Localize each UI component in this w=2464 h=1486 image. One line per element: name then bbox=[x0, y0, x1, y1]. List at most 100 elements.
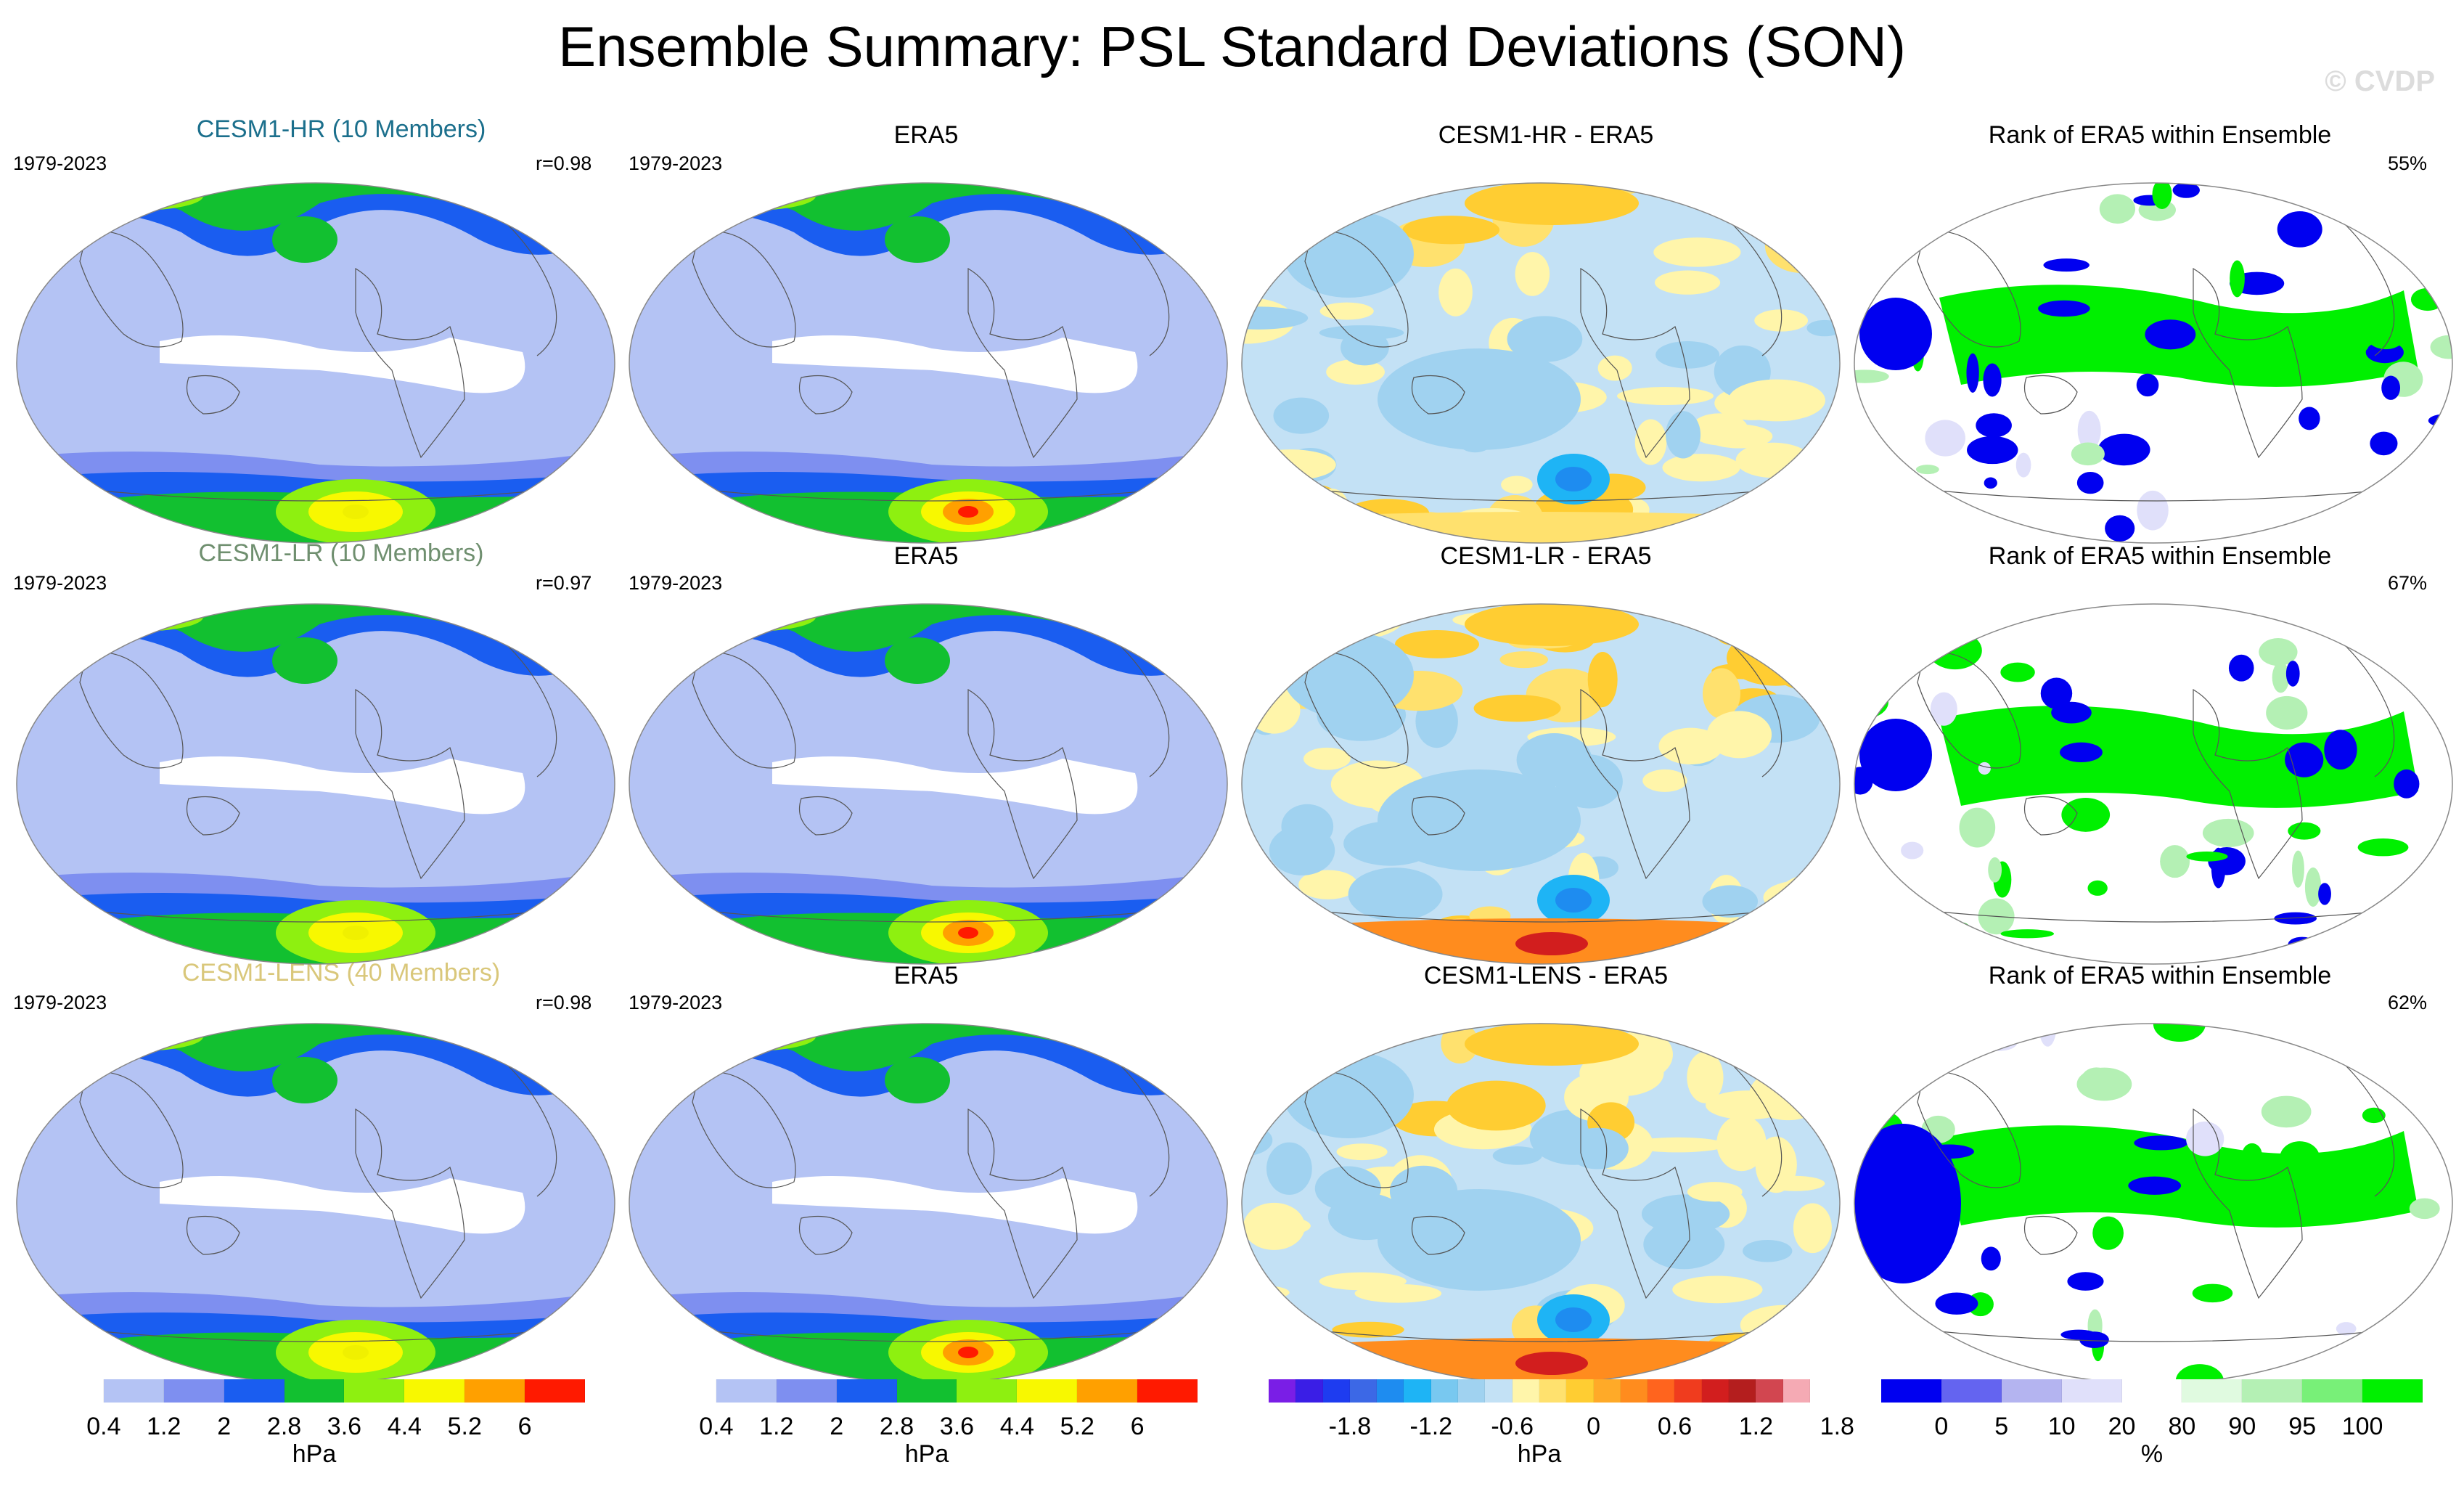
rank-blob bbox=[2318, 883, 2331, 905]
tropical-minimum bbox=[160, 1176, 525, 1234]
colorbar-boxes bbox=[1881, 1379, 2423, 1403]
north-pacific-center bbox=[272, 216, 337, 263]
arctic-max bbox=[685, 604, 816, 632]
colorbar-tick-label: -0.6 bbox=[1491, 1413, 1534, 1440]
australia-coast bbox=[1411, 1216, 1465, 1255]
diff-anomaly bbox=[1566, 1127, 1629, 1169]
colorbar-tick-label: 3.6 bbox=[327, 1413, 362, 1440]
europe-africa-coast bbox=[1120, 224, 1170, 356]
colorbar-obs-std: 0.4 1.2 2 2.8 3.6 4.4 5.2 6 hPa bbox=[656, 1379, 1198, 1481]
colorbar-tick-label: -1.8 bbox=[1328, 1413, 1372, 1440]
diff-anomaly bbox=[1441, 1024, 1479, 1064]
diff-title-2: CESM1-LR - ERA5 bbox=[1440, 542, 1652, 570]
diff-anomaly bbox=[1242, 306, 1309, 330]
diff-anomaly bbox=[1301, 605, 1352, 622]
coastlines bbox=[1282, 645, 1806, 923]
indian-ocean-low-rank bbox=[1854, 1124, 1961, 1283]
diff-anomaly bbox=[1507, 316, 1583, 362]
americas-coast bbox=[2193, 267, 2303, 459]
europe-africa-coast bbox=[1732, 1065, 1782, 1197]
europe-africa-coast bbox=[2345, 1065, 2395, 1197]
colorbar-swatch bbox=[1137, 1379, 1198, 1403]
rank-blob bbox=[2060, 742, 2103, 762]
colorbar-tick-label: 0.4 bbox=[699, 1413, 734, 1440]
diff-anomaly bbox=[1273, 397, 1330, 434]
rank-pct-3: 62% bbox=[2388, 992, 2428, 1013]
colorbar-units: % bbox=[2140, 1440, 2164, 1468]
colorbar-swatch bbox=[1077, 1379, 1138, 1403]
diff-anomaly bbox=[1492, 1146, 1542, 1165]
colorbar-swatch bbox=[44, 1379, 104, 1403]
diff-anomaly bbox=[1790, 1081, 1840, 1110]
rank-blob bbox=[2266, 695, 2308, 730]
map-rank-row-2 bbox=[1854, 603, 2453, 965]
map-model-std-row-1 bbox=[16, 182, 615, 544]
map-obs-std-row-1 bbox=[629, 182, 1228, 544]
rank-blob bbox=[2365, 315, 2407, 350]
colorbar-swatch bbox=[716, 1379, 777, 1403]
europe-africa-coast bbox=[507, 645, 557, 777]
colorbar-tick-label: 5.2 bbox=[1060, 1413, 1094, 1440]
diff-anomaly bbox=[1740, 1305, 1827, 1345]
rank-blob bbox=[2000, 662, 2035, 682]
diff-anomaly bbox=[1647, 1217, 1706, 1269]
diff-anomaly bbox=[1703, 668, 1741, 719]
colorbar-swatch bbox=[464, 1379, 525, 1403]
diff-anomaly bbox=[1743, 1239, 1793, 1262]
asia-coast bbox=[1917, 231, 2021, 348]
antarctica-coast bbox=[1895, 907, 2419, 923]
colorbar-swatch bbox=[525, 1379, 586, 1403]
diff-anomaly bbox=[1301, 1330, 1345, 1384]
rank-blob bbox=[2152, 183, 2172, 210]
diff-anomaly bbox=[1516, 732, 1592, 787]
north-pacific-center bbox=[885, 216, 950, 263]
obs-period-1: 1979-2023 bbox=[629, 152, 723, 174]
rank-blob bbox=[1967, 436, 2018, 465]
map-obs-std-row-3 bbox=[629, 1023, 1228, 1384]
rank-blob bbox=[2230, 260, 2245, 298]
rank-green-band bbox=[1939, 706, 2418, 808]
diff-title-1: CESM1-HR - ERA5 bbox=[1438, 121, 1654, 149]
colorbar-swatch bbox=[957, 1379, 1018, 1403]
rank-blob bbox=[2356, 925, 2393, 954]
diff-anomaly bbox=[1746, 608, 1840, 636]
diff-anomaly bbox=[1655, 270, 1721, 295]
rank-blob bbox=[2272, 661, 2290, 693]
north-pacific-center bbox=[272, 637, 337, 684]
rank-blob bbox=[2105, 515, 2135, 542]
australia-coast bbox=[1411, 375, 1465, 415]
tropical-minimum bbox=[772, 1176, 1138, 1234]
rank-blob bbox=[1915, 465, 1939, 475]
map-border bbox=[1241, 182, 1841, 544]
west-antarctic-core bbox=[1555, 1307, 1592, 1332]
colorbar-swatch bbox=[2302, 1379, 2363, 1403]
antarctica-coast bbox=[1895, 1326, 2419, 1342]
tropical-minimum bbox=[772, 335, 1138, 393]
rank-title-2: Rank of ERA5 within Ensemble bbox=[1988, 542, 2332, 570]
amundsen-peak bbox=[958, 506, 978, 518]
rank-blob bbox=[2208, 847, 2246, 875]
rank-blob bbox=[2304, 867, 2322, 907]
colorbar-tick-label: 80 bbox=[2168, 1413, 2196, 1440]
australia-coast bbox=[798, 375, 853, 415]
map-border bbox=[1854, 182, 2453, 544]
diff-anomaly bbox=[1501, 475, 1533, 494]
figure-title: Ensemble Summary: PSL Standard Deviation… bbox=[558, 15, 1906, 78]
rank-blob bbox=[1939, 1337, 1962, 1368]
colorbar-swatch bbox=[103, 1379, 164, 1403]
rank-blob bbox=[1970, 1024, 2005, 1037]
antarctica-coast bbox=[57, 486, 581, 502]
antarctica-coast bbox=[670, 907, 1194, 923]
rank-blob bbox=[2288, 936, 2316, 952]
antarctica-coast bbox=[57, 1326, 581, 1342]
south-pacific-negative bbox=[1378, 348, 1581, 450]
coastlines bbox=[57, 1065, 581, 1342]
rank-blob bbox=[1901, 841, 1924, 860]
americas-coast bbox=[967, 688, 1078, 880]
australia-coast bbox=[2023, 1216, 2078, 1255]
colorbar-tick-label: 100 bbox=[2341, 1413, 2383, 1440]
diff-title-3: CESM1-LENS - ERA5 bbox=[1423, 962, 1669, 989]
diff-anomaly bbox=[1319, 325, 1404, 340]
colorbar-tick-label: 0.6 bbox=[1657, 1413, 1693, 1440]
coastlines bbox=[1895, 645, 2419, 923]
